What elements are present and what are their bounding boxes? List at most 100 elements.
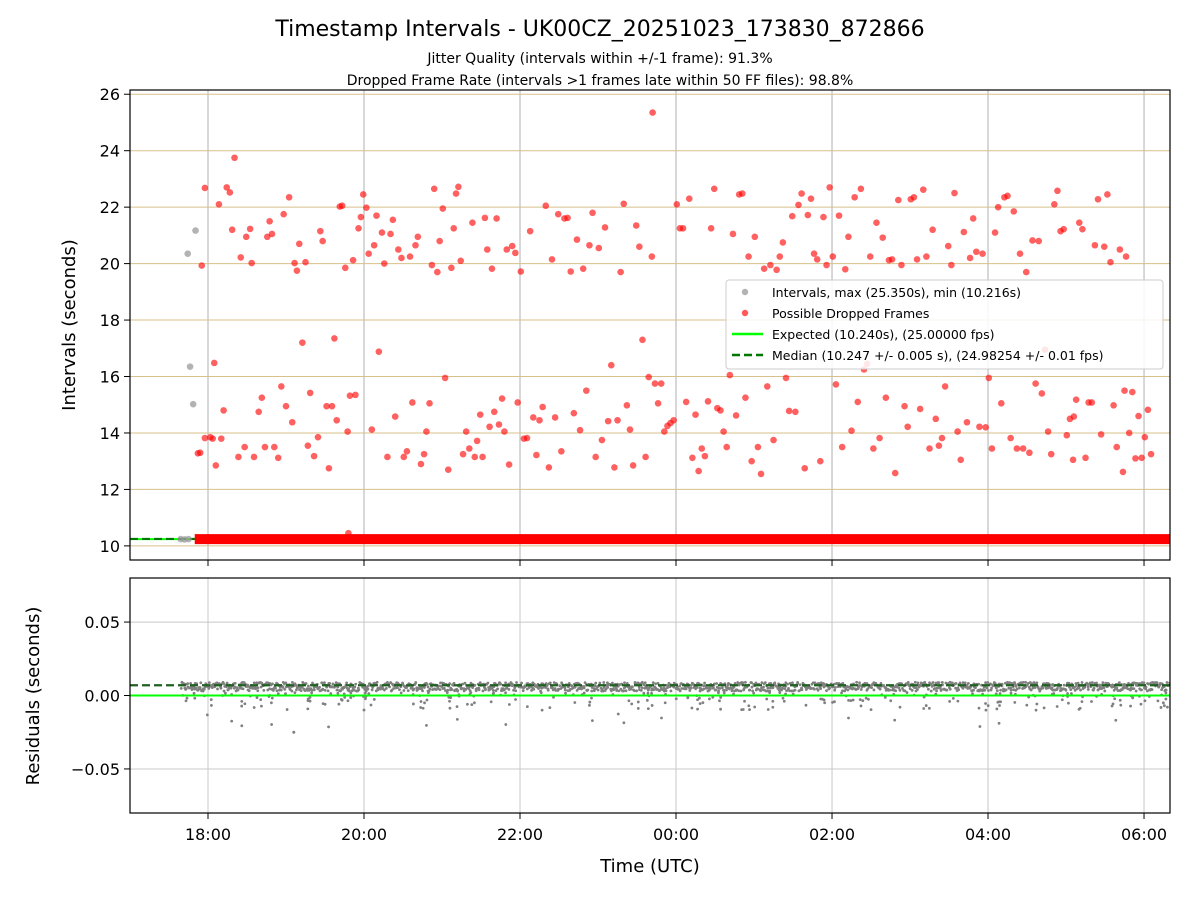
- residual-point: [241, 687, 245, 691]
- dropped-frame-point: [325, 464, 333, 472]
- residual-outlier-point: [927, 706, 931, 710]
- residual-outlier-point: [590, 696, 593, 700]
- residual-point: [592, 689, 596, 693]
- dropped-frame-point: [648, 253, 656, 260]
- dropped-frame-point: [632, 222, 640, 229]
- dropped-frame-point: [258, 394, 266, 401]
- residual-point: [833, 686, 837, 689]
- dropped-frame-point: [319, 237, 326, 245]
- residual-outlier-point: [293, 691, 297, 695]
- residual-point: [366, 687, 370, 691]
- dropped-frame-point: [226, 189, 234, 196]
- residual-outlier-point: [971, 692, 974, 696]
- dropped-frame-point: [288, 418, 296, 426]
- legend-frame: [725, 279, 1164, 370]
- dropped-frame-point: [935, 442, 943, 449]
- dropped-frame-point: [434, 268, 441, 276]
- residual-point: [1132, 687, 1136, 691]
- residual-point: [739, 689, 743, 693]
- intervals-panel: 10 12 14 16 18 20 22 24 26: [100, 85, 1171, 566]
- residual-point: [284, 681, 288, 685]
- residual-point: [1086, 688, 1090, 691]
- residual-outlier-point: [711, 695, 715, 699]
- residual-point: [596, 688, 600, 692]
- residual-outlier-point: [864, 696, 868, 700]
- dropped-frame-point: [1110, 402, 1117, 409]
- residuals-y-axis-label: Residuals (seconds): [23, 607, 44, 786]
- residual-point: [825, 689, 828, 693]
- residual-point: [299, 689, 303, 693]
- residual-point: [935, 689, 938, 693]
- residual-point: [945, 688, 949, 692]
- dropped-frame-point: [929, 226, 936, 234]
- dropped-frame-point: [785, 407, 793, 415]
- dropped-frame-point: [760, 265, 768, 272]
- dropped-frame-point: [773, 266, 780, 274]
- dropped-frame-point: [476, 411, 484, 418]
- dropped-frame-point: [479, 453, 486, 461]
- residual-point: [271, 688, 275, 692]
- residual-point: [702, 687, 706, 691]
- interval-point: [192, 227, 199, 234]
- residual-point: [1069, 688, 1073, 692]
- dropped-frame-point: [483, 246, 491, 253]
- residual-point: [999, 688, 1003, 692]
- dropped-frame-point: [820, 213, 827, 221]
- residual-point: [800, 688, 804, 692]
- residual-point: [1007, 686, 1011, 690]
- dropped-frame-point: [536, 416, 543, 424]
- residual-point: [335, 688, 339, 692]
- residual-point: [532, 687, 536, 691]
- residual-point: [402, 689, 406, 692]
- residual-outlier-point: [804, 703, 808, 707]
- dropped-frame-point: [913, 256, 921, 263]
- dropped-frame-point: [817, 457, 824, 465]
- dropped-frame-point: [1013, 445, 1021, 452]
- dropped-frame-point: [832, 381, 840, 388]
- intervals-plot-area: [130, 90, 1170, 560]
- dropped-frame-point: [695, 467, 702, 475]
- residual-point: [632, 689, 636, 693]
- residual-outlier-point: [650, 704, 654, 707]
- dropped-frame-point: [835, 212, 843, 219]
- residual-point: [423, 686, 426, 689]
- dropped-frame-point: [282, 402, 290, 410]
- residual-outlier-point: [321, 702, 325, 706]
- residual-point: [1017, 686, 1021, 690]
- residual-outlier-point: [995, 707, 999, 711]
- dropped-frame-point: [373, 212, 380, 219]
- residual-point: [552, 681, 556, 685]
- residual-point: [954, 686, 958, 690]
- residual-outlier-point: [473, 701, 476, 705]
- chart-title: Timestamp Intervals - UK00CZ_20251023_17…: [274, 17, 924, 42]
- residual-point: [870, 686, 874, 690]
- dropped-frame-point: [1125, 429, 1133, 437]
- dropped-frame-point: [798, 190, 805, 197]
- residual-outlier-point: [889, 699, 893, 703]
- dropped-frame-point: [428, 261, 436, 269]
- dropped-frame-point: [212, 462, 220, 469]
- dropped-frame-point: [346, 392, 354, 400]
- dropped-frame-point: [654, 400, 662, 407]
- residual-outlier-point: [590, 719, 594, 723]
- residual-outlier-point: [1110, 704, 1114, 708]
- residual-point: [727, 681, 730, 685]
- dropped-frames-baseline-band: [194, 534, 1170, 545]
- residual-point: [695, 686, 699, 689]
- residual-point: [841, 681, 845, 685]
- residual-point: [586, 688, 590, 692]
- residual-outlier-point: [260, 704, 263, 708]
- residual-point: [504, 681, 508, 685]
- residual-point: [233, 681, 237, 685]
- dropped-frame-point: [1051, 201, 1058, 208]
- residual-point: [507, 688, 511, 691]
- residual-point: [860, 685, 864, 689]
- dropped-frame-point: [1141, 433, 1149, 441]
- residual-outlier-point: [956, 699, 960, 703]
- dropped-frame-point: [649, 109, 656, 116]
- residual-point: [669, 689, 673, 693]
- residual-point: [652, 688, 655, 692]
- residual-point: [530, 689, 533, 692]
- dropped-frame-point: [1113, 443, 1121, 451]
